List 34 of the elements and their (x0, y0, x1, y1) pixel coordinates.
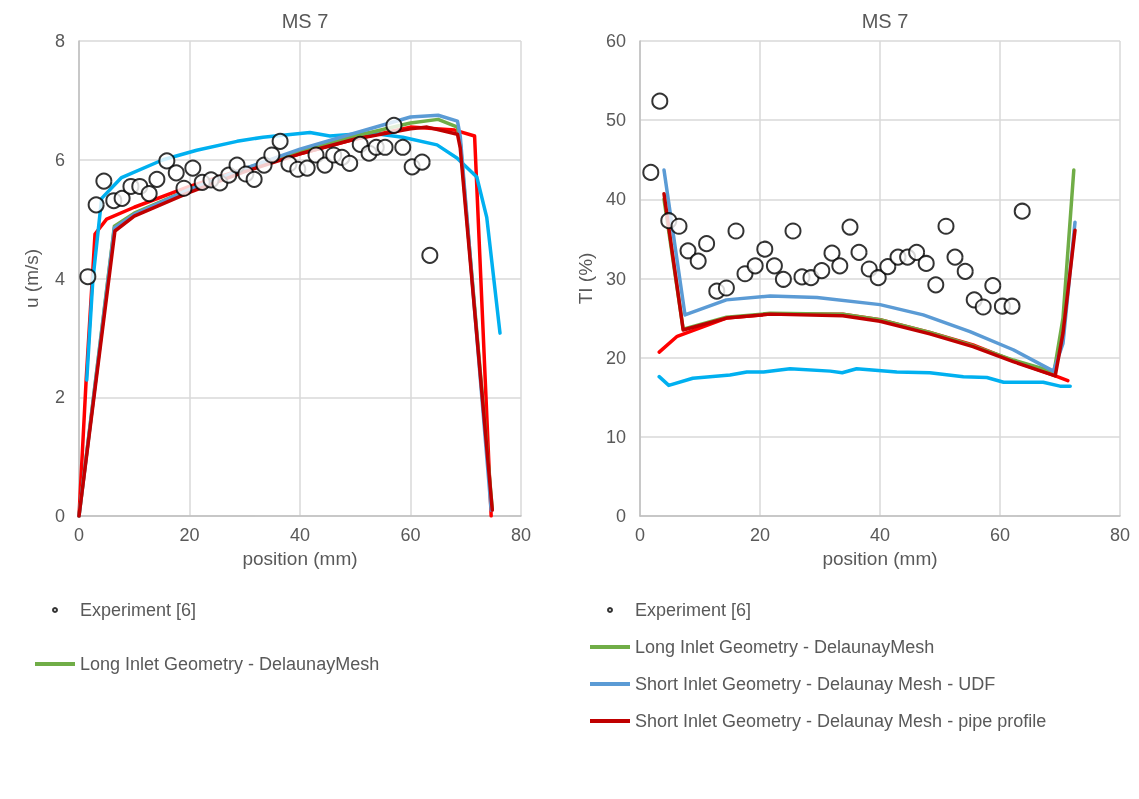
legend-label: Experiment [6] (80, 600, 197, 620)
y-tick-label: 0 (54, 506, 65, 526)
y-tick-label: 50 (605, 110, 626, 131)
y-tick-label: 0 (615, 506, 626, 526)
y-axis-title: TI (%) (575, 252, 597, 305)
x-tick-label: 40 (869, 525, 891, 545)
x-tick-label: 20 (179, 525, 200, 545)
x-axis-title: position (mm) (242, 547, 358, 569)
x-tick-label: 80 (510, 525, 532, 545)
y-tick-label: 40 (605, 189, 626, 210)
legend-label: Long Inlet Geometry - DelaunayMesh (80, 654, 380, 674)
y-tick-label: 60 (605, 31, 626, 51)
legend-label: Short Inlet Geometry - Delaunay Mesh - pipe profile (635, 711, 1047, 731)
legend-label: Experiment [6] (635, 600, 752, 620)
y-tick-label: 6 (54, 149, 65, 170)
x-axis-title: position (mm) (822, 547, 938, 569)
legend-label: Short Inlet Geometry - Delaunay Mesh - UDF (635, 674, 996, 694)
y-tick-label: 10 (605, 426, 626, 447)
x-tick-label: 40 (289, 525, 311, 545)
y-tick-label: 2 (54, 387, 65, 408)
chart-title: MS 7 (281, 10, 329, 32)
y-tick-label: 30 (605, 268, 626, 289)
y-tick-label: 4 (54, 268, 65, 289)
x-tick-label: 0 (73, 525, 85, 545)
x-tick-label: 20 (749, 525, 771, 545)
x-tick-label: 80 (1109, 525, 1131, 545)
legend-label: Long Inlet Geometry - DelaunayMesh (635, 637, 935, 657)
chart-title: MS 7 (861, 10, 909, 32)
y-axis-title: u (m/s) (21, 248, 42, 309)
y-tick-label: 20 (605, 347, 626, 368)
x-tick-label: 0 (634, 525, 646, 545)
x-tick-label: 60 (400, 525, 421, 545)
y-tick-label: 8 (54, 31, 65, 51)
x-tick-label: 60 (989, 525, 1011, 545)
